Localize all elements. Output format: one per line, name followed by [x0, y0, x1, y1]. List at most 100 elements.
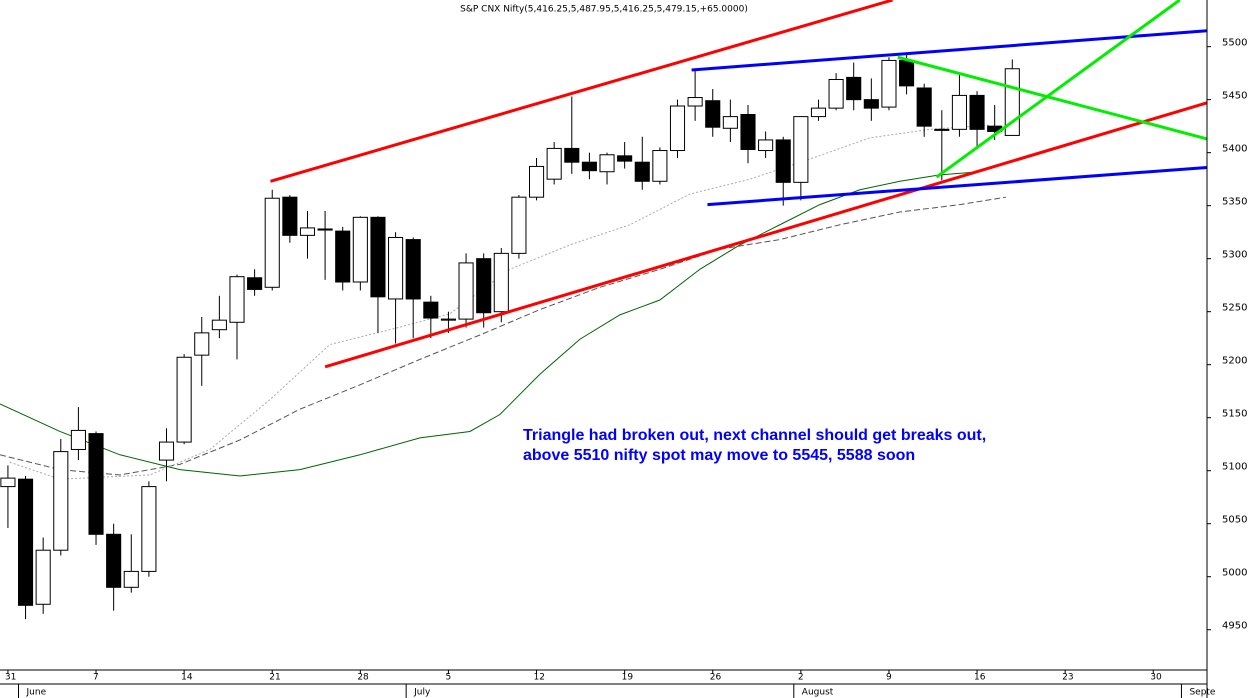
plot-area — [0, 0, 1207, 620]
y-tick-label: 5000 — [1222, 568, 1247, 579]
x-tick-label: 9 — [886, 673, 892, 683]
y-tick-label: 5300 — [1222, 250, 1247, 261]
candle-body — [758, 139, 774, 152]
candle-body — [828, 79, 844, 109]
candle-body — [881, 59, 897, 108]
candle-body — [669, 105, 686, 152]
candle-body — [335, 230, 351, 283]
candle-body — [863, 99, 879, 109]
candle-body — [793, 116, 809, 183]
candle-body — [176, 356, 192, 443]
x-tick-label: 5 — [445, 673, 451, 683]
candle-body — [546, 147, 562, 180]
month-label: July — [413, 688, 431, 698]
candle-body — [705, 100, 721, 128]
y-tick-label: 5400 — [1222, 144, 1247, 155]
candle-body — [634, 161, 650, 182]
trend-line — [324, 101, 1207, 369]
candle-body — [264, 197, 280, 288]
candle-body — [458, 262, 474, 320]
trend-line — [707, 166, 1207, 207]
candle-body — [423, 301, 439, 319]
candle-body — [194, 332, 210, 356]
month-label: June — [26, 688, 47, 698]
candle-body — [370, 216, 386, 298]
x-tick-label: 2 — [798, 673, 804, 683]
candle-body — [106, 533, 122, 588]
candle-body — [511, 196, 527, 254]
candle-body — [969, 94, 985, 130]
moving-average — [9, 124, 990, 480]
y-tick-label: 5100 — [1222, 462, 1247, 473]
candle-body — [229, 276, 245, 323]
chart-title: S&P CNX Nifty(5,416.25,5,487.95,5,416.25… — [460, 5, 748, 15]
x-tick-label: 21 — [269, 673, 280, 683]
candle-body — [846, 76, 862, 101]
moving-average — [0, 171, 980, 477]
x-tick-label: 16 — [974, 673, 986, 683]
trend-line — [691, 29, 1207, 72]
candle-body — [599, 154, 615, 173]
y-tick-label: 5200 — [1222, 356, 1247, 367]
y-tick-label: 5250 — [1222, 303, 1247, 314]
y-tick-label: 5150 — [1222, 409, 1247, 420]
candle-body — [951, 94, 967, 130]
x-tick-label: 12 — [534, 673, 545, 683]
candle-body — [405, 239, 421, 300]
candle-body — [352, 216, 368, 283]
candle-body — [687, 97, 703, 107]
candle-body — [564, 147, 580, 163]
candle-body — [916, 87, 932, 127]
candle-body — [810, 107, 827, 118]
x-tick-label: 28 — [357, 673, 369, 683]
annotation: above 5510 nifty spot may move to 5545, … — [523, 447, 915, 464]
candle-body — [388, 236, 404, 300]
candle-body — [740, 113, 756, 150]
candle-body — [141, 486, 157, 572]
candle-body — [440, 318, 456, 321]
y-tick-label: 4950 — [1222, 621, 1247, 632]
candle-body — [722, 116, 738, 129]
candle-body — [211, 319, 227, 331]
x-tick-label: 26 — [710, 673, 722, 683]
x-tick-label: 19 — [622, 673, 634, 683]
month-label: Septe — [1189, 688, 1215, 698]
candle-body — [158, 441, 175, 461]
x-tick-label: 31 — [5, 673, 16, 683]
candle-body — [493, 252, 509, 313]
candle-body — [35, 549, 51, 605]
candle-body — [317, 228, 333, 231]
x-tick-label: 30 — [1150, 673, 1162, 683]
candle-body — [934, 128, 950, 131]
x-tick-label: 23 — [1062, 673, 1073, 683]
candle-body — [247, 277, 263, 290]
annotation: Triangle had broken out, next channel sh… — [523, 427, 986, 444]
y-tick-label: 5500 — [1222, 38, 1247, 49]
y-tick-label: 5050 — [1222, 515, 1247, 526]
candle-body — [299, 227, 316, 236]
x-tick-label: 14 — [181, 673, 193, 683]
candle-body — [53, 451, 69, 551]
x-tick-label: 7 — [93, 673, 99, 683]
month-label: August — [802, 688, 834, 698]
trend-line — [935, 0, 1181, 179]
candle-body — [652, 150, 668, 182]
candle-body — [581, 161, 597, 172]
candle-body — [617, 155, 633, 162]
candle-body — [476, 258, 492, 314]
candle-body — [899, 59, 915, 87]
y-tick-label: 5350 — [1222, 197, 1247, 208]
candle-body — [775, 139, 791, 183]
y-tick-label: 5450 — [1222, 91, 1247, 102]
candle-body — [528, 165, 545, 198]
trend-line — [897, 55, 1207, 141]
trend-line — [270, 0, 893, 183]
candle-body — [70, 429, 86, 450]
candle-body — [282, 196, 298, 236]
candle-body — [88, 433, 104, 535]
candle-body — [0, 477, 16, 488]
candle-body — [18, 478, 34, 606]
